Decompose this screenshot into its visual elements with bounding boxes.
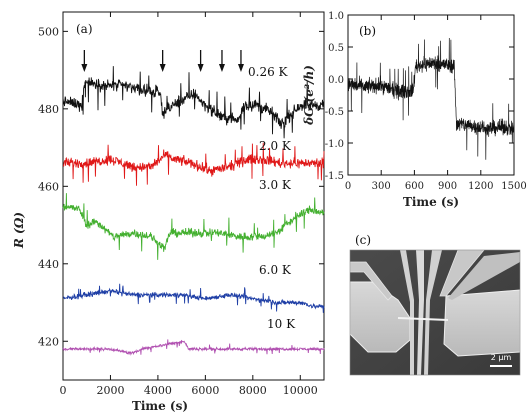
transition-arrow-head [237,64,244,72]
series-line-10-k [62,339,325,356]
panel-a: 420 440 460 480 500 0 2000 4000 6000 8000 10000 (… [12,11,325,413]
y-tick-label: 1.0 [328,11,344,22]
x-tick-label: 900 [438,181,457,192]
panel-c: (c) [349,233,521,376]
series-line-6-0-k [62,283,325,313]
series-label-6.0k: 6.0 K [259,263,292,277]
panel-b-x-ticks: 0 300 600 900 1200 1500 [345,15,527,192]
sem-right-electrode [443,289,520,357]
x-tick-label: 300 [372,181,391,192]
sem-micrograph: 2 μm [350,250,520,375]
panel-a-x-title: Time (s) [132,399,188,413]
x-tick-label: 8000 [239,384,267,397]
panel-b-tag: (b) [359,24,376,38]
series-label-0.26k: 0.26 K [248,65,289,79]
x-tick-label: 2000 [96,384,124,397]
transition-arrow-head [218,64,225,72]
panel-b-series-layer [347,37,515,160]
panel-b-frame [347,14,515,176]
x-tick-label: 0 [345,181,351,192]
sem-lead-2 [416,250,424,375]
series-line-0-26-k [62,66,325,139]
y-tick-label: -1.5 [325,171,344,182]
y-tick-label: 500 [38,25,59,38]
x-tick-label: 0 [60,384,67,397]
y-tick-label: 480 [38,103,59,116]
y-tick-label: 0.0 [328,75,344,86]
sem-scale-label: 2 μm [491,353,512,362]
y-tick-label: -0.5 [325,107,344,118]
panel-a-arrows [81,50,244,72]
series-line-0 [347,37,515,160]
panel-a-series-layer [62,66,325,356]
panel-a-tag: (a) [76,22,93,36]
y-tick-label: 420 [38,335,59,348]
x-tick-label: 4000 [144,384,172,397]
panel-b-x-title: Time (s) [403,195,459,209]
sem-nanowire [397,317,449,321]
panel-c-frame [349,249,521,376]
transition-arrow-head [159,64,166,72]
y-tick-label: 460 [38,180,59,193]
panel-a-frame [62,11,325,381]
sem-lead-1 [400,250,414,375]
panel-a-y-title: R (Ω) [12,212,26,249]
x-tick-label: 1500 [501,181,526,192]
sem-lead-3 [424,250,442,375]
series-label-3.0k: 3.0 K [259,178,292,192]
transition-arrow-head [197,64,204,72]
series-line-3-0-k [62,193,325,260]
panel-b-y-ticks: 1.0 0.5 0.0 -0.5 -1.0 -1.5 [325,11,514,182]
sem-lead-4 [439,250,485,297]
x-tick-label: 600 [405,181,424,192]
panel-a-x-ticks: 0 2000 4000 6000 8000 10000 [60,12,318,397]
sem-lead-5 [448,252,520,300]
y-tick-label: 440 [38,258,59,271]
x-tick-label: 1200 [468,181,493,192]
transition-arrow-head [81,64,88,72]
y-tick-label: -1.0 [325,139,344,150]
y-tick-label: 0.5 [328,43,344,54]
panel-b-y-title: δG (e²/h) [302,65,316,126]
series-line-2-0-k [62,142,325,186]
panel-c-tag: (c) [355,233,371,247]
panel-b: 1.0 0.5 0.0 -0.5 -1.0 -1.5 0 300 600 900 1200 1500… [302,11,527,209]
series-label-10k: 10 K [267,317,296,331]
sem-left-lead [350,261,393,301]
series-label-2.0k: 2.0 K [259,139,292,153]
x-tick-label: 10000 [283,384,318,397]
panel-a-y-ticks: 420 440 460 480 500 [38,25,324,348]
x-tick-label: 6000 [191,384,219,397]
